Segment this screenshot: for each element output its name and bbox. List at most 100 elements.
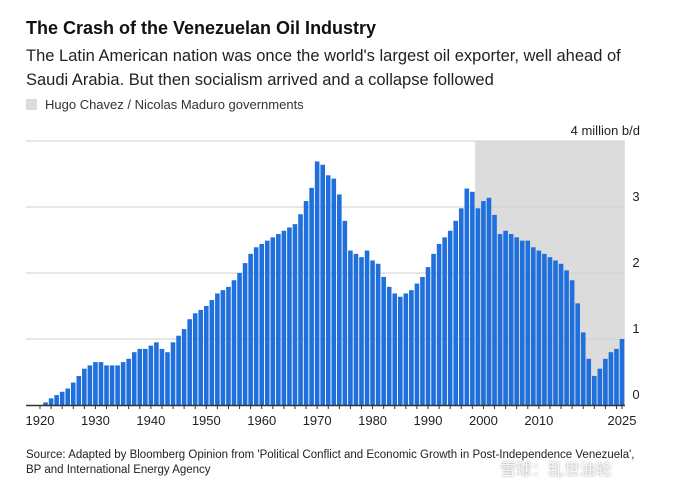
bar-1931 — [98, 362, 104, 405]
x-tick-label: 1960 — [247, 413, 276, 428]
bar-1928 — [82, 368, 87, 405]
bar-1987 — [409, 290, 414, 405]
bar-2018 — [580, 332, 586, 405]
bar-1969 — [309, 187, 314, 405]
legend-label: Hugo Chavez / Nicolas Maduro governments — [45, 97, 304, 112]
bar-1975 — [342, 220, 348, 405]
bar-1971 — [320, 164, 325, 405]
source-note: Source: Adapted by Bloomberg Opinion fro… — [26, 449, 635, 476]
bar-1988 — [414, 283, 420, 405]
bar-1951 — [209, 300, 215, 405]
chart-subtitle: The Latin American nation was once the w… — [26, 47, 621, 89]
bar-1948 — [192, 313, 198, 405]
bar-1980 — [370, 260, 375, 405]
bar-1950 — [203, 306, 209, 405]
bar-1953 — [220, 290, 226, 405]
bar-1998 — [470, 191, 475, 405]
legend-swatch — [26, 99, 37, 110]
bar-1933 — [109, 365, 115, 405]
bar-1929 — [87, 365, 93, 405]
bar-1961 — [264, 240, 270, 405]
bar-1944 — [170, 342, 176, 405]
bar-1968 — [303, 201, 309, 405]
bar-2020 — [592, 375, 597, 405]
bar-2007 — [519, 240, 525, 405]
x-tick-label: 1920 — [26, 413, 55, 428]
bar-1993 — [442, 237, 447, 405]
bar-2002 — [492, 214, 497, 405]
bar-1940 — [148, 345, 154, 405]
bar-1965 — [287, 227, 292, 405]
bar-1924 — [59, 391, 65, 405]
x-tick-label: 1950 — [192, 413, 221, 428]
bar-1989 — [420, 276, 425, 405]
bar-1974 — [337, 194, 342, 405]
bar-1981 — [375, 263, 381, 405]
bar-1960 — [259, 243, 265, 405]
bar-1925 — [65, 388, 71, 405]
bar-1935 — [120, 362, 126, 405]
x-tick-label: 1940 — [136, 413, 165, 428]
x-tick-label: 1990 — [414, 413, 443, 428]
bar-2016 — [569, 280, 575, 405]
bar-1999 — [475, 208, 481, 405]
bar-1938 — [137, 348, 143, 405]
bar-2023 — [608, 352, 614, 405]
bar-2017 — [575, 303, 580, 405]
y-tick-label: 3 — [632, 189, 639, 204]
bar-1979 — [364, 250, 370, 405]
bar-1941 — [154, 342, 159, 405]
chart-title: The Crash of the Venezuelan Oil Industry — [26, 18, 377, 38]
bar-1949 — [198, 309, 204, 405]
bar-1956 — [237, 273, 242, 405]
bar-1986 — [403, 293, 409, 405]
x-tick-label: 1930 — [81, 413, 110, 428]
bar-2021 — [597, 368, 603, 405]
bar-1957 — [242, 263, 248, 405]
y-tick-label: 4 million b/d — [571, 123, 640, 138]
bar-2022 — [603, 358, 608, 405]
bar-1983 — [386, 286, 392, 405]
bar-1982 — [381, 276, 386, 405]
bar-1959 — [253, 247, 259, 405]
bar-1962 — [270, 237, 276, 405]
bar-1976 — [348, 250, 353, 405]
bar-1978 — [359, 257, 364, 405]
bar-1943 — [165, 352, 170, 405]
bar-1963 — [276, 234, 281, 405]
bar-2013 — [553, 260, 558, 405]
bar-1997 — [464, 188, 470, 405]
x-tick-label: 2025 — [608, 413, 637, 428]
bar-1927 — [76, 375, 82, 405]
bar-1977 — [353, 253, 359, 405]
x-tick-label: 1980 — [358, 413, 387, 428]
bar-1922 — [48, 398, 54, 405]
legend: Hugo Chavez / Nicolas Maduro governments — [26, 97, 304, 112]
bar-2004 — [503, 230, 508, 405]
bar-1926 — [70, 382, 76, 405]
bar-1921 — [43, 402, 48, 405]
bar-2024 — [614, 348, 619, 405]
y-tick-label: 0 — [632, 387, 639, 402]
bar-2003 — [497, 234, 503, 405]
bar-2011 — [542, 253, 547, 405]
bar-2012 — [547, 257, 553, 405]
bar-1936 — [126, 358, 131, 405]
bar-2008 — [525, 240, 531, 405]
watermark: 雪球：乱世油轮 — [500, 462, 613, 479]
bar-1991 — [431, 253, 436, 405]
bar-1984 — [392, 293, 398, 405]
bar-2014 — [558, 263, 564, 405]
bar-1932 — [104, 365, 109, 405]
bar-chart: 0 1 2 3 4 million b/d 1920 1930 1940 1950 1960 197… — [26, 123, 640, 428]
bar-1955 — [231, 280, 237, 405]
bar-1995 — [453, 220, 459, 405]
bar-2001 — [486, 197, 492, 405]
bar-1964 — [281, 230, 287, 405]
bar-1952 — [215, 293, 220, 405]
bar-2006 — [514, 237, 519, 405]
y-tick-label: 2 — [632, 255, 639, 270]
bar-1994 — [447, 230, 453, 405]
bar-1954 — [226, 286, 231, 405]
bar-1937 — [131, 352, 137, 405]
